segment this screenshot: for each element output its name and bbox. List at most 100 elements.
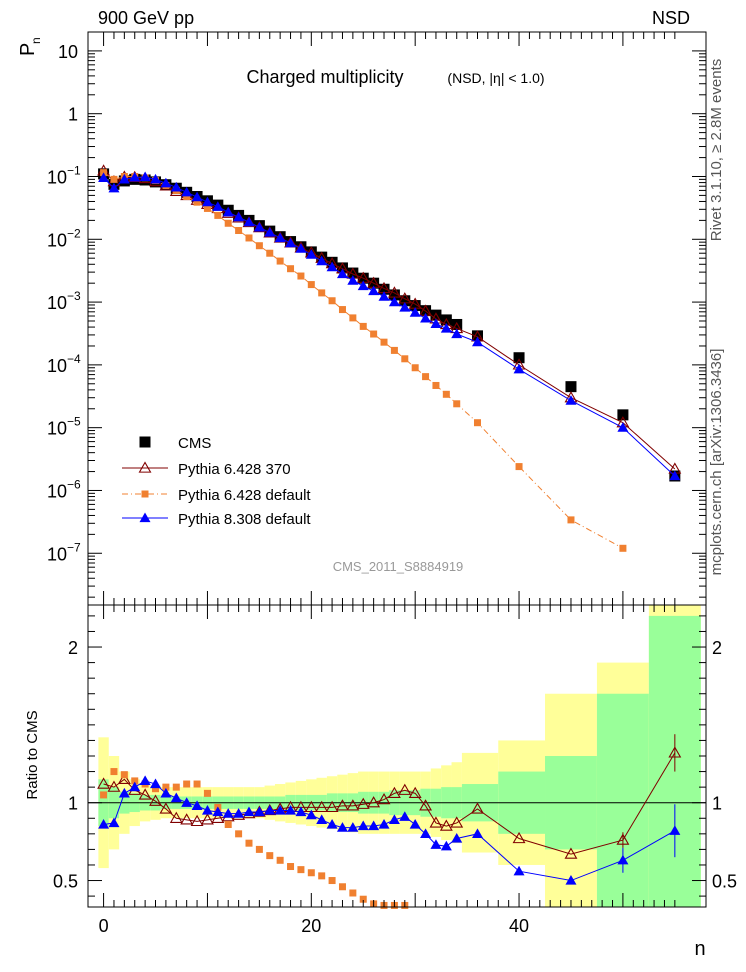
data-point: [328, 297, 336, 305]
series-line: [103, 780, 676, 882]
data-point: [107, 780, 121, 792]
data-point: [212, 201, 224, 211]
data-point: [285, 237, 297, 248]
y-tick-label-base: 10: [47, 356, 67, 376]
data-point: [233, 211, 245, 222]
data-point: [191, 191, 203, 202]
data-point: [222, 808, 234, 818]
legend-label: CMS: [178, 435, 211, 452]
data-point: [471, 802, 484, 814]
data-point: [409, 818, 421, 829]
ratio-y-tick-label: 0.5: [53, 872, 78, 892]
analysis-watermark: CMS_2011_S8884919: [333, 559, 464, 574]
mcplots-label: mcplots.cern.ch [arXiv:1306.3436]: [708, 349, 725, 576]
data-point: [266, 852, 274, 860]
legend-label: Pythia 6.428 370: [178, 461, 291, 478]
data-point: [326, 818, 338, 829]
data-point: [401, 355, 409, 363]
data-point: [162, 783, 170, 791]
data-point: [266, 249, 274, 257]
data-point: [565, 381, 577, 393]
y-tick-label-exponent: −1: [67, 163, 81, 177]
data-point: [305, 809, 317, 820]
data-point: [669, 470, 681, 481]
data-point: [318, 289, 326, 297]
data-point: [440, 322, 452, 333]
x-tick-label: 0: [99, 916, 109, 936]
x-tick-label: 40: [509, 916, 529, 936]
data-point: [139, 775, 151, 786]
data-point: [183, 780, 191, 788]
y-tick-label: 10: [47, 293, 67, 313]
data-point: [473, 419, 481, 427]
y-tick-label: 10: [47, 419, 67, 439]
data-point: [315, 800, 329, 813]
data-point: [170, 792, 182, 803]
data-point: [120, 771, 128, 779]
y-tick-label-base: 1: [68, 105, 78, 125]
legend-label: Pythia 8.308 default: [178, 511, 311, 528]
data-point: [617, 409, 629, 421]
data-point: [390, 346, 398, 354]
data-point: [108, 817, 120, 828]
data-point: [430, 839, 442, 849]
data-point: [117, 772, 131, 785]
data-point: [183, 193, 191, 201]
ratio-plot-frame: [87, 604, 707, 908]
data-point: [172, 783, 180, 791]
data-point: [235, 227, 243, 235]
ratio-axis-ticks: 0.5 0.51 12 20 20 40: [53, 605, 737, 936]
ratio-y-tick-label: 1: [68, 794, 78, 814]
data-point: [100, 791, 108, 799]
y-tick-label-exponent: −2: [67, 226, 81, 240]
chart-title: Charged multiplicity: [246, 67, 403, 87]
data-point: [450, 816, 464, 828]
data-point: [368, 820, 380, 831]
data-point: [336, 799, 349, 811]
data-point: [328, 877, 336, 885]
series-line: [103, 170, 676, 470]
y-tick-label-exponent: −6: [67, 477, 81, 491]
data-point: [170, 181, 182, 192]
data-point: [201, 196, 213, 207]
data-point: [139, 436, 151, 448]
main-series-layer: [97, 164, 682, 552]
data-point: [139, 171, 151, 182]
data-point: [513, 352, 525, 364]
data-point: [349, 314, 357, 322]
data-point: [287, 863, 295, 871]
data-point: [616, 833, 630, 845]
data-point: [169, 811, 183, 823]
data-point: [564, 847, 578, 859]
data-point: [245, 234, 253, 242]
y-tick-label-base: 10: [47, 230, 67, 250]
data-point: [565, 875, 577, 885]
data-point: [617, 422, 629, 432]
data-point: [567, 516, 575, 524]
y-tick-label-base: 10: [47, 293, 67, 313]
data-point: [212, 806, 224, 817]
y-tick-label-exponent: −4: [67, 352, 81, 366]
data-point: [295, 243, 307, 253]
data-point: [439, 819, 453, 831]
header-right: NSD: [652, 8, 690, 28]
data-point: [118, 787, 130, 798]
data-point: [98, 818, 110, 829]
data-point: [471, 828, 483, 838]
data-point: [668, 746, 682, 758]
y-tick-label-base: 10: [58, 42, 78, 62]
data-point: [211, 811, 225, 823]
data-point: [203, 789, 211, 797]
data-point: [98, 172, 110, 183]
data-point: [347, 275, 359, 285]
data-point: [357, 820, 369, 831]
ratio-y-tick-label-right: 1: [712, 794, 722, 814]
legend: CMS Pythia 6.428 370 Pythia 6.428 default P…: [122, 435, 311, 528]
data-point: [253, 806, 265, 817]
ratio-uncertainty-bands: [98, 605, 701, 907]
data-point: [255, 845, 263, 853]
data-point: [97, 777, 111, 789]
series-line: [103, 176, 676, 477]
data-point: [131, 777, 139, 785]
